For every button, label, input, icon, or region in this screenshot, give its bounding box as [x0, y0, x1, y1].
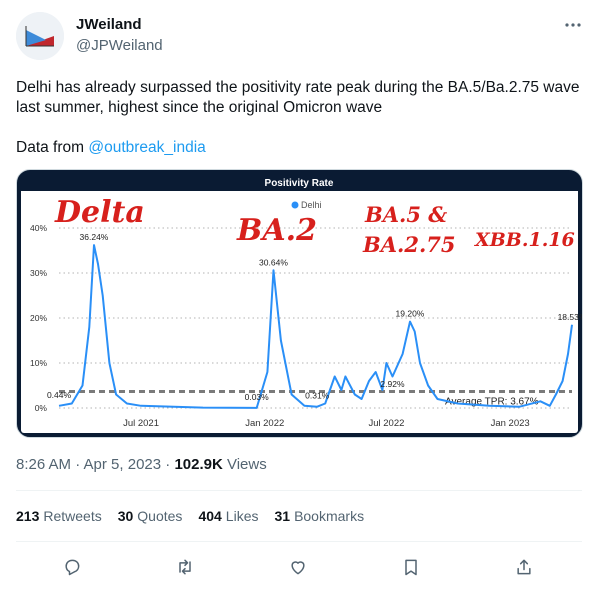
data-label: 0.31% [305, 391, 330, 401]
retweet-icon[interactable] [168, 550, 202, 584]
chart-title: Positivity Rate [265, 178, 334, 189]
tweet-media-chart[interactable]: Positivity Rate Delhi 40% 30% 20% 10% 0% Jul … [16, 169, 583, 438]
chart-title-bar [21, 174, 578, 191]
x-tick-label: Jan 2022 [245, 418, 284, 429]
data-label: 18.53% [558, 312, 582, 322]
more-options-icon[interactable] [562, 14, 584, 36]
y-tick-label: 30% [30, 268, 47, 278]
data-label: 0.44% [47, 390, 72, 400]
data-label: 30.64% [259, 257, 288, 267]
tweet-stats: 213 Retweets 30 Quotes 404 Likes 31 Bookmark… [16, 508, 364, 524]
legend-label: Delhi [301, 200, 322, 210]
annotation-delta: Delta [54, 195, 145, 230]
retweets-stat[interactable]: 213 Retweets [16, 508, 102, 524]
views-label: Views [222, 456, 267, 473]
bookmark-icon[interactable] [394, 550, 428, 584]
annotation-xbb: XBB.1.16 [474, 229, 575, 251]
views-count: 102.9K [174, 456, 223, 473]
quotes-stat[interactable]: 30 Quotes [117, 508, 183, 524]
tweet-text: Delhi has already surpassed the positivi… [16, 78, 586, 158]
legend-dot [291, 201, 299, 209]
data-label: 36.24% [80, 232, 109, 242]
divider-bottom [16, 541, 582, 542]
annotation-ba2: BA.2 [236, 213, 317, 248]
like-icon[interactable] [281, 550, 315, 584]
x-tick-label: Jul 2021 [123, 418, 159, 429]
tweet-meta: 8:26 AM · Apr 5, 2023 · 102.9K Views [16, 456, 267, 473]
data-label: 2.92% [380, 379, 405, 389]
data-label: 19.20% [396, 309, 425, 319]
series-line-delhi [58, 244, 573, 409]
bookmarks-stat[interactable]: 31 Bookmarks [274, 508, 365, 524]
annotation-ba5: BA.5 & [364, 202, 447, 227]
positivity-rate-chart: Positivity Rate Delhi 40% 30% 20% 10% 0% Jul … [21, 174, 582, 433]
avatar[interactable] [16, 12, 64, 60]
author-handle[interactable]: @JPWeiland [76, 37, 163, 54]
tweet-actions [0, 550, 598, 584]
tweet-body: Delhi has already surpassed the positivi… [16, 79, 580, 156]
y-tick-label: 40% [30, 223, 47, 233]
x-tick-label: Jan 2023 [491, 418, 530, 429]
tweet-timestamp[interactable]: 8:26 AM · Apr 5, 2023 · [16, 456, 175, 473]
y-tick-label: 10% [30, 358, 47, 368]
divider-top [16, 490, 582, 491]
reply-icon[interactable] [55, 550, 89, 584]
data-label: 0.03% [245, 392, 270, 402]
chart-background [21, 174, 578, 433]
share-icon[interactable] [507, 550, 541, 584]
y-tick-label: 20% [30, 313, 47, 323]
likes-stat[interactable]: 404 Likes [198, 508, 259, 524]
average-label: Average TPR: 3.67% [445, 396, 539, 407]
author-name[interactable]: JWeiland [76, 16, 142, 33]
x-tick-label: Jul 2022 [368, 418, 404, 429]
y-tick-label: 0% [35, 403, 48, 413]
mention-link[interactable]: @outbreak_india [88, 139, 206, 156]
annotation-ba275: BA.2.75 [362, 232, 456, 257]
avatar-chart-logo [16, 12, 64, 60]
